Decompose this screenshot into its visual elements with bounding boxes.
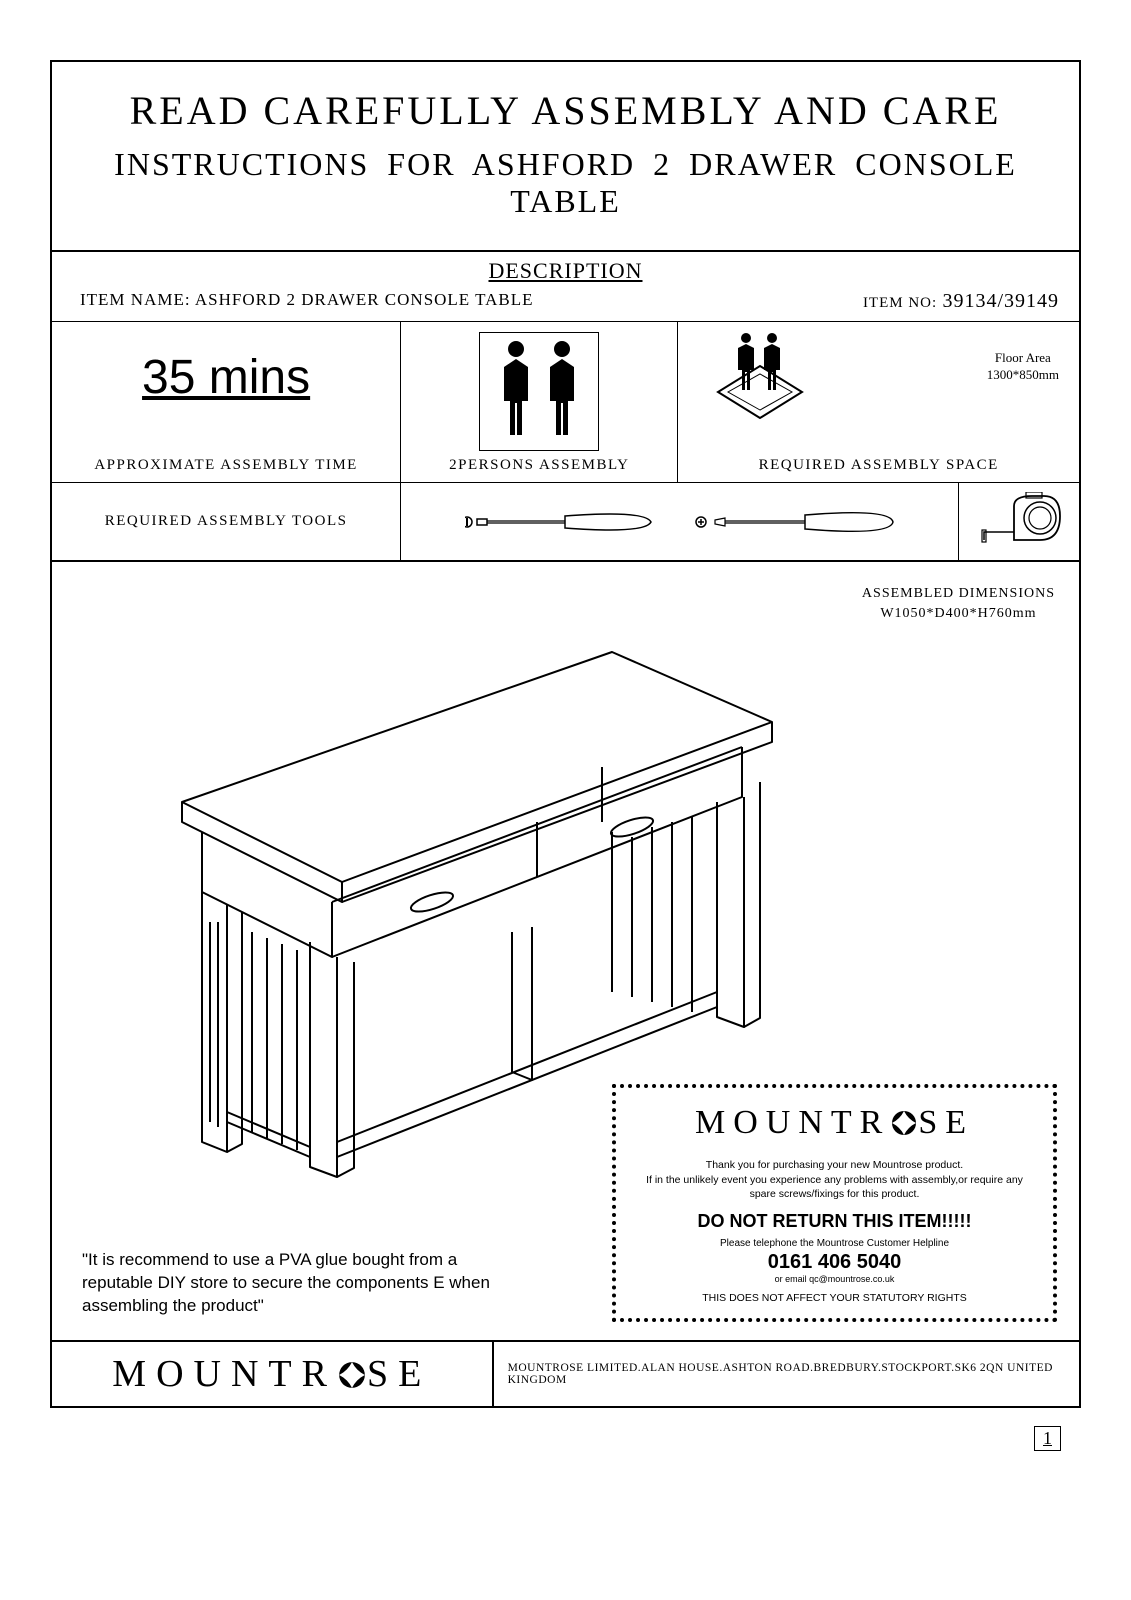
space-caption: REQUIRED ASSEMBLY SPACE (759, 457, 999, 474)
assembly-info-row: 35 mins APPROXIMATE ASSEMBLY TIME 2PERSO… (52, 321, 1079, 482)
footer-brand-suffix: SE (367, 1353, 431, 1395)
item-number: ITEM NO: 39134/39149 (863, 290, 1059, 313)
product-section: ASSEMBLED DIMENSIONS W1050*D400*H760mm (52, 562, 1079, 1342)
page-number-container: 1 (50, 1426, 1081, 1451)
main-title: READ CAREFULLY ASSEMBLY AND CARE (72, 87, 1059, 134)
footer-brand-prefix: MOUNTR (112, 1353, 337, 1395)
helpline-text: Please telephone the Mountrose Customer … (628, 1238, 1041, 1249)
description-section: DESCRIPTION ITEM NAME: ASHFORD 2 DRAWER … (52, 252, 1079, 562)
floor-area-label: Floor Area (987, 350, 1059, 367)
assembly-time-caption: APPROXIMATE ASSEMBLY TIME (94, 457, 358, 474)
page-number: 1 (1034, 1426, 1061, 1451)
footer-logo-cell: MOUNTR SE (52, 1342, 494, 1406)
do-not-return-text: DO NOT RETURN THIS ITEM!!!!! (628, 1211, 1041, 1232)
footer-address: MOUNTROSE LIMITED.ALAN HOUSE.ASHTON ROAD… (494, 1362, 1079, 1386)
thank-you-line-3: spare screws/fixings for this product. (628, 1187, 1041, 1201)
persons-icon (479, 332, 599, 451)
dimensions-value: W1050*D400*H760mm (862, 604, 1055, 624)
footer-section: MOUNTR SE MOUNTROSE LIMITED.ALAN HOUSE.AS… (52, 1342, 1079, 1406)
contact-brand-logo: MOUNTR SE (628, 1104, 1041, 1142)
space-cell: Floor Area 1300*850mm REQUIRED ASSEMBLY … (678, 322, 1079, 482)
rose-icon (337, 1360, 367, 1390)
item-no-label: ITEM NO: (863, 295, 937, 311)
tools-row: REQUIRED ASSEMBLY TOOLS (52, 482, 1079, 560)
item-name-value: ASHFORD 2 DRAWER CONSOLE TABLE (195, 290, 534, 309)
floor-area-value: 1300*850mm (987, 367, 1059, 384)
sub-title: INSTRUCTIONS FOR ASHFORD 2 DRAWER CONSOL… (72, 146, 1059, 220)
phone-number: 0161 406 5040 (628, 1251, 1041, 1274)
brand-prefix: MOUNTR (695, 1104, 890, 1141)
thank-you-line-1: Thank you for purchasing your new Mountr… (628, 1158, 1041, 1172)
persons-caption: 2PERSONS ASSEMBLY (449, 457, 629, 474)
contact-box: MOUNTR SE Thank you for purchasing your n… (612, 1084, 1057, 1322)
thank-you-text: Thank you for purchasing your new Mountr… (628, 1158, 1041, 1201)
statutory-text: THIS DOES NOT AFFECT YOUR STATUTORY RIGH… (628, 1292, 1041, 1304)
thank-you-line-2: If in the unlikely event you experience … (628, 1173, 1041, 1187)
email-text: or email qc@mountrose.co.uk (628, 1274, 1041, 1284)
assembly-time-cell: 35 mins APPROXIMATE ASSEMBLY TIME (52, 322, 401, 482)
space-icon (698, 330, 838, 425)
persons-cell: 2PERSONS ASSEMBLY (401, 322, 678, 482)
item-info-row: ITEM NAME: ASHFORD 2 DRAWER CONSOLE TABL… (52, 286, 1079, 321)
item-no-value: 39134/39149 (942, 290, 1059, 312)
dimensions-label: ASSEMBLED DIMENSIONS W1050*D400*H760mm (862, 584, 1055, 623)
flathead-screwdriver-icon (465, 510, 655, 534)
header-section: READ CAREFULLY ASSEMBLY AND CARE INSTRUC… (52, 62, 1079, 252)
rose-icon (890, 1109, 918, 1137)
item-name-label: ITEM NAME: (80, 290, 191, 309)
instruction-sheet: READ CAREFULLY ASSEMBLY AND CARE INSTRUC… (50, 60, 1081, 1408)
tools-caption: REQUIRED ASSEMBLY TOOLS (52, 483, 401, 560)
tools-icons (401, 483, 959, 560)
tape-measure-cell (959, 483, 1079, 560)
description-heading: DESCRIPTION (52, 252, 1079, 286)
tape-measure-icon (974, 492, 1064, 552)
assembly-time-value: 35 mins (142, 350, 310, 405)
phillips-screwdriver-icon (695, 510, 895, 534)
brand-suffix: SE (918, 1104, 974, 1141)
glue-note: "It is recommend to use a PVA glue bough… (82, 1249, 522, 1318)
dimensions-heading: ASSEMBLED DIMENSIONS (862, 584, 1055, 604)
footer-brand-logo: MOUNTR SE (112, 1353, 431, 1395)
item-name: ITEM NAME: ASHFORD 2 DRAWER CONSOLE TABL… (80, 290, 534, 313)
floor-area-text: Floor Area 1300*850mm (987, 350, 1059, 384)
